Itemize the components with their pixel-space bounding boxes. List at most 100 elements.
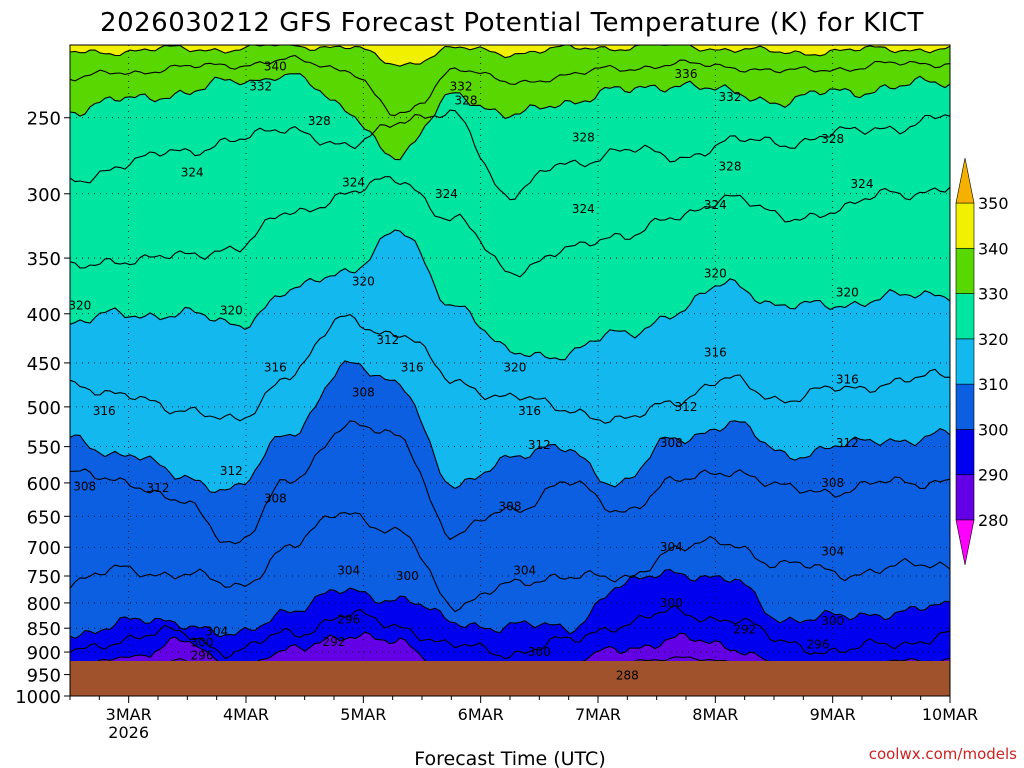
colorbar-band: [955, 338, 975, 385]
contour-label: 312: [836, 436, 859, 450]
colorbar-band: [955, 247, 975, 294]
contour-label: 324: [435, 187, 458, 201]
contour-label: 312: [376, 333, 399, 347]
contour-label: 320: [836, 285, 859, 299]
contour-296: [70, 604, 950, 660]
colorbar-label: 280: [978, 511, 1009, 530]
y-tick-label: 650: [27, 507, 61, 528]
contour-label: 308: [73, 479, 96, 493]
contour-label: 312: [675, 400, 698, 414]
contour-label: 332: [450, 80, 473, 94]
y-tick-label: 400: [27, 305, 61, 326]
x-tick-label: 5MAR: [340, 705, 386, 724]
contour-label: 288: [616, 668, 639, 682]
contour-332: [70, 73, 950, 161]
contour-328: [70, 109, 950, 201]
colorbar-label: 300: [978, 420, 1009, 439]
contour-label: 312: [147, 481, 170, 495]
contour-label: 320: [352, 274, 375, 288]
contour-label: 296: [337, 612, 360, 626]
contour-label: 316: [93, 404, 116, 418]
contour-label: 324: [704, 198, 727, 212]
x-tick-label: 6MAR: [458, 705, 504, 724]
contour-label: 296: [191, 649, 214, 663]
y-tick-label: 750: [27, 567, 61, 588]
contour-336: [70, 54, 950, 117]
contour-label: 328: [719, 159, 742, 173]
y-axis: 250 300 350 400 450 500 550 600 650 700 750 800 850 9…: [15, 109, 70, 708]
x-axis: 3MAR 4MAR 5MAR 6MAR 7MAR 8MAR 9MAR 10MAR 2026: [69, 696, 978, 742]
contour-label: 300: [660, 596, 683, 610]
y-tick-label: 950: [27, 666, 61, 687]
terrain-band: [70, 661, 950, 696]
contour-label: 308: [660, 436, 683, 450]
y-tick-label: 300: [27, 185, 61, 206]
contour-label: 324: [851, 177, 874, 191]
x-tick-label: 10MAR: [922, 705, 978, 724]
contour-label: 308: [821, 476, 844, 490]
x-tick-year: 2026: [108, 723, 149, 742]
colorbar-bottom-arrow: [955, 519, 975, 566]
colorbar-band: [955, 383, 975, 430]
contour-label: 324: [572, 202, 595, 216]
colorbar-label: 290: [978, 466, 1009, 485]
contour-label: 332: [249, 80, 272, 94]
contour-label: 316: [401, 361, 424, 375]
contour-324: [70, 176, 950, 278]
colorbar-band: [955, 474, 975, 521]
contour-label: 308: [352, 385, 375, 399]
contour-label: 304: [205, 625, 228, 639]
contour-label: 308: [264, 492, 287, 506]
y-tick-label: 250: [27, 109, 61, 130]
y-tick-label: 900: [27, 643, 61, 664]
contour-300: [70, 568, 950, 639]
contour-label: 312: [220, 464, 243, 478]
grid-lines: [70, 45, 950, 696]
contour-label: 304: [513, 563, 536, 577]
contour-label: 328: [821, 132, 844, 146]
contour-label: 300: [191, 636, 214, 650]
contour-label: 324: [342, 176, 365, 190]
contour-312: [70, 360, 950, 493]
x-tick-label: 8MAR: [692, 705, 738, 724]
contour-308: [70, 420, 950, 545]
contour-label: 304: [821, 544, 844, 558]
contour-label: 340: [264, 59, 287, 73]
contour-label: 316: [836, 372, 859, 386]
contour-label: 292: [323, 635, 346, 649]
y-tick-label: 1000: [15, 687, 61, 708]
x-tick-label: 4MAR: [223, 705, 269, 724]
contour-label: 328: [308, 114, 331, 128]
y-tick-label: 700: [27, 538, 61, 559]
colorbar-label: 340: [978, 239, 1009, 258]
contour-label: 324: [181, 165, 204, 179]
contour-label: 336: [675, 67, 698, 81]
contour-label: 320: [68, 298, 91, 312]
contour-label: 304: [337, 563, 360, 577]
colorbar-band: [955, 202, 975, 249]
colorbar-label: 320: [978, 330, 1009, 349]
colorbar-label: 330: [978, 285, 1009, 304]
contour-label: 316: [704, 346, 727, 360]
contour-label: 320: [503, 361, 526, 375]
contour-label: 312: [528, 438, 551, 452]
colorbar-top-arrow: [955, 157, 975, 204]
contour-label: 316: [264, 361, 287, 375]
contour-316: [70, 313, 950, 424]
contour-304: [70, 512, 950, 613]
watermark: coolwx.com/models: [869, 745, 1017, 763]
contour-label: 296: [807, 638, 830, 652]
y-tick-label: 800: [27, 594, 61, 615]
contour-label: 292: [733, 623, 756, 637]
y-tick-label: 500: [27, 398, 61, 419]
y-tick-label: 850: [27, 619, 61, 640]
contour-label: 328: [572, 130, 595, 144]
colorbar-label: 350: [978, 194, 1009, 213]
colorbar-label: 310: [978, 375, 1009, 394]
colorbar-band: [955, 293, 975, 340]
contour-label: 316: [518, 404, 541, 418]
contour-label: 328: [455, 94, 478, 108]
